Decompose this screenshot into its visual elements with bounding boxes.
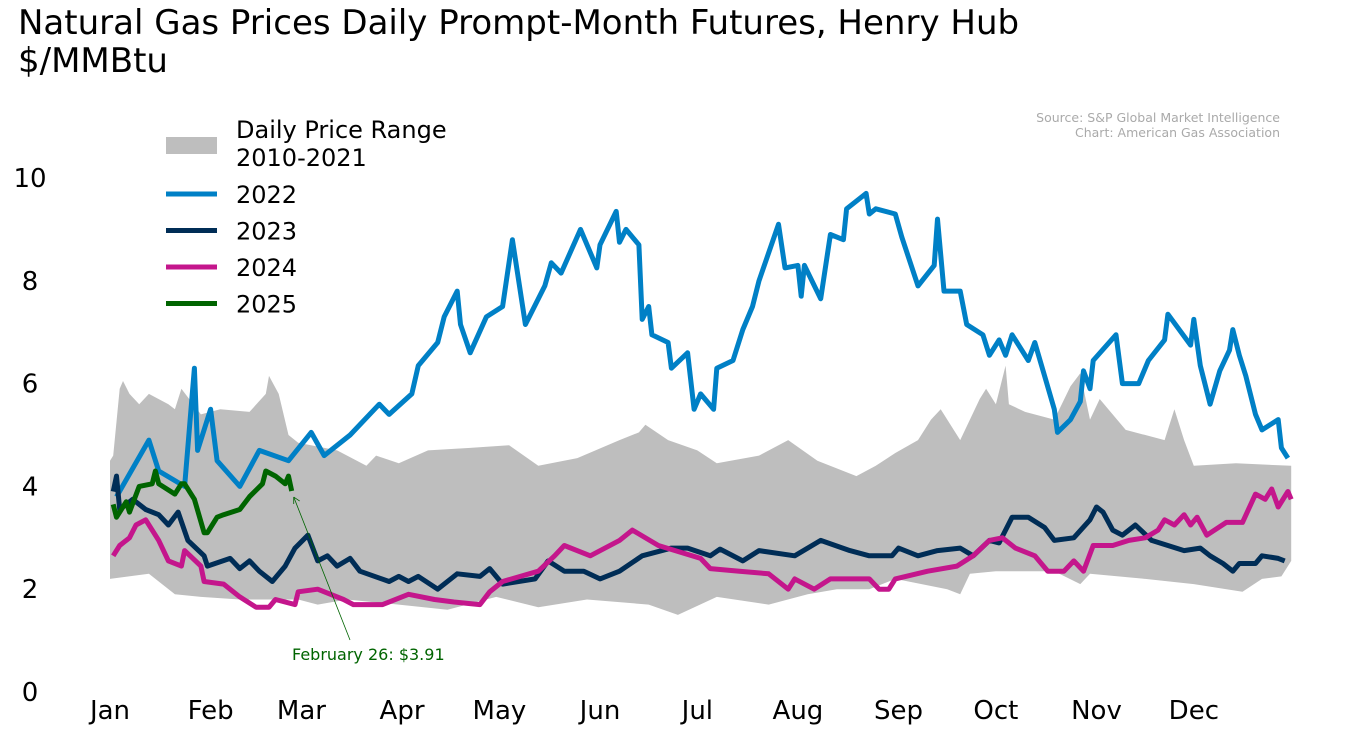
legend-label-2023: 2023	[236, 218, 297, 246]
x-tick-label: Aug	[773, 696, 824, 726]
x-tick-label: Nov	[1071, 696, 1122, 726]
x-tick-label: Sep	[874, 696, 923, 726]
y-tick-label: 2	[22, 575, 39, 605]
annotation-arrow	[293, 496, 351, 641]
y-tick-label: 0	[22, 678, 39, 708]
x-tick-label: Oct	[973, 696, 1018, 726]
band-layer	[110, 365, 1292, 615]
chart-subtitle: $/MMBtu	[18, 41, 168, 81]
y-tick-label: 6	[22, 370, 39, 400]
legend-label-2024: 2024	[236, 254, 297, 282]
x-tick-label: Jul	[680, 696, 713, 726]
legend-label-band-line2: 2010-2021	[236, 144, 367, 172]
annotation-arrowhead	[293, 496, 300, 505]
series-line-2022	[114, 190, 1291, 498]
y-tick-label: 8	[22, 267, 39, 297]
series-line-2025	[110, 468, 295, 536]
legend-label-2025: 2025	[236, 291, 297, 319]
chart-title: Natural Gas Prices Daily Prompt-Month Fu…	[18, 4, 1019, 80]
price-range-band	[110, 365, 1292, 615]
legend-swatch-band	[166, 137, 217, 154]
x-tick-label: May	[473, 696, 527, 726]
annotation-label: February 26: $3.91	[292, 645, 445, 664]
x-tick-label: Apr	[380, 696, 425, 726]
x-tick-label: Mar	[277, 696, 326, 726]
axis-layer: 0 2 4 6 8 10 Jan Feb Mar Apr May Jun Jul Aug Sep Oct Nov…	[13, 164, 1219, 726]
annotation-layer: February 26: $3.91	[292, 496, 445, 664]
source-note: Source: S&P Global Market Intelligence C…	[1036, 110, 1280, 140]
x-tick-label: Feb	[188, 696, 234, 726]
legend-label-2022: 2022	[236, 181, 297, 209]
y-tick-label: 4	[22, 472, 39, 502]
source-text: Source: S&P Global Market Intelligence	[1036, 110, 1280, 125]
legend-label-band-line1: Daily Price Range	[236, 116, 447, 144]
x-tick-label: Dec	[1169, 696, 1219, 726]
y-tick-label: 10	[13, 164, 46, 194]
chart-title-text: Natural Gas Prices Daily Prompt-Month Fu…	[18, 3, 1020, 43]
x-tick-label: Jan	[88, 696, 130, 726]
x-tick-label: Jun	[578, 696, 621, 726]
series-line-2024	[111, 486, 1294, 610]
series-layer	[110, 190, 1294, 610]
credit-text: Chart: American Gas Association	[1075, 125, 1280, 140]
